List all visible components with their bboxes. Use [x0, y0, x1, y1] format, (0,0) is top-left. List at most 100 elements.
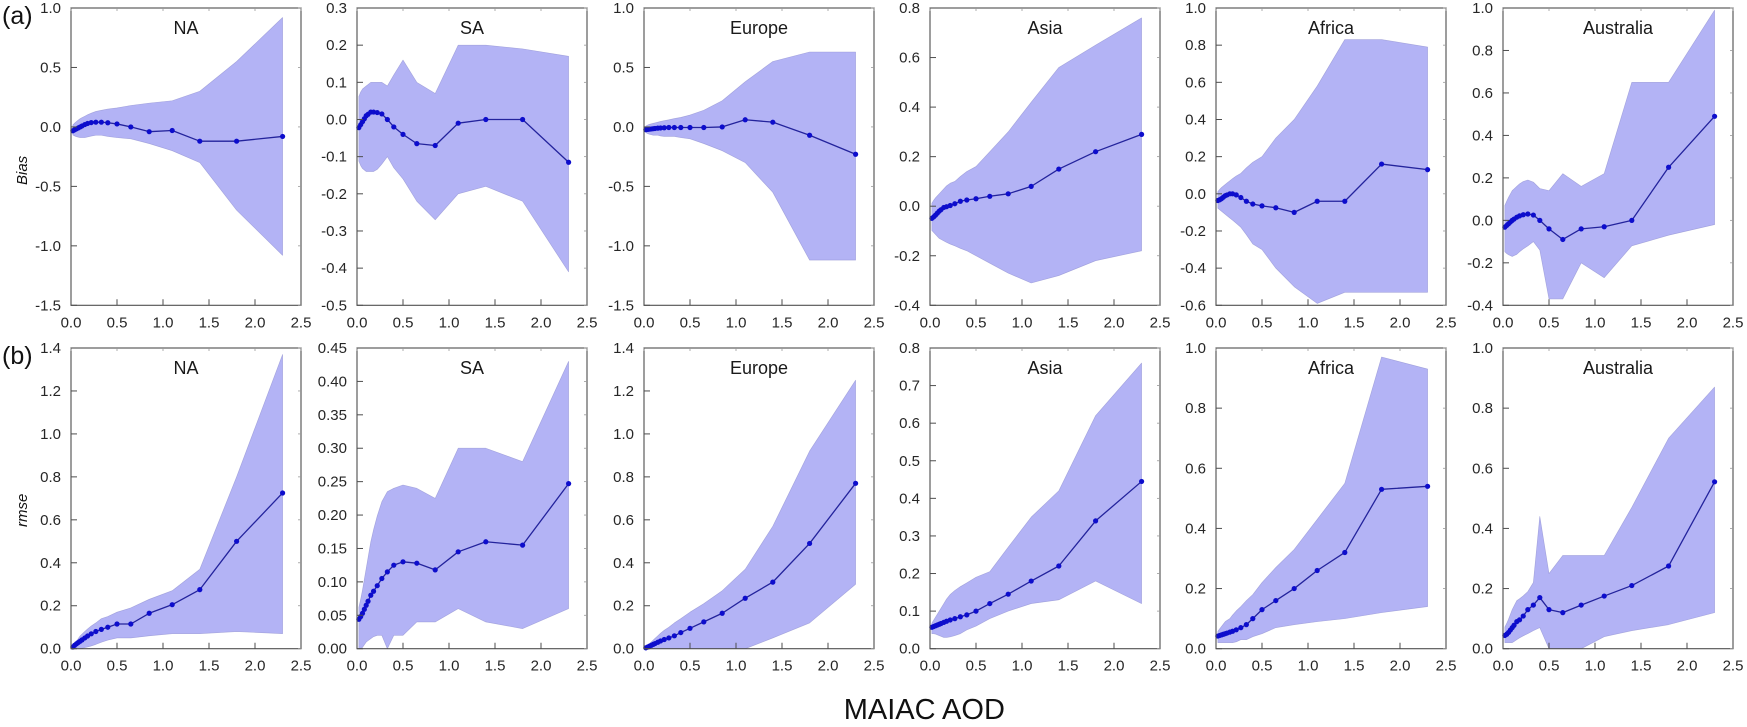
svg-text:1.0: 1.0: [1584, 314, 1605, 331]
svg-text:1.0: 1.0: [1472, 0, 1493, 17]
svg-text:0.2: 0.2: [40, 598, 61, 615]
svg-text:-0.2: -0.2: [321, 186, 347, 203]
svg-text:2.0: 2.0: [1390, 314, 1411, 331]
svg-text:0.2: 0.2: [1185, 149, 1206, 166]
svg-text:1.0: 1.0: [1298, 314, 1319, 331]
svg-text:1.0: 1.0: [40, 426, 61, 443]
svg-text:0.5: 0.5: [107, 314, 128, 331]
svg-text:1.5: 1.5: [485, 314, 506, 331]
svg-text:0.2: 0.2: [899, 149, 920, 166]
svg-text:1.0: 1.0: [1011, 314, 1032, 331]
svg-text:0.7: 0.7: [899, 378, 920, 395]
svg-text:2.5: 2.5: [1436, 314, 1457, 331]
svg-text:-0.6: -0.6: [1180, 297, 1206, 314]
svg-text:-1.0: -1.0: [608, 238, 634, 255]
svg-text:-0.2: -0.2: [1180, 223, 1206, 240]
svg-text:1.0: 1.0: [1011, 658, 1032, 675]
svg-text:1.2: 1.2: [613, 383, 634, 400]
svg-text:0.5: 0.5: [107, 658, 128, 675]
svg-text:0.4: 0.4: [899, 491, 920, 508]
svg-text:Asia: Asia: [1027, 358, 1063, 378]
svg-text:0.8: 0.8: [1185, 400, 1206, 417]
svg-text:2.5: 2.5: [1722, 314, 1743, 331]
svg-text:-0.5: -0.5: [35, 178, 61, 195]
svg-text:0.0: 0.0: [613, 119, 634, 136]
svg-text:0.5: 0.5: [40, 59, 61, 76]
svg-text:0.0: 0.0: [1492, 314, 1513, 331]
svg-text:0.0: 0.0: [1206, 658, 1227, 675]
svg-text:1.5: 1.5: [1630, 314, 1651, 331]
svg-text:2.5: 2.5: [577, 658, 598, 675]
svg-text:0.0: 0.0: [1472, 641, 1493, 658]
svg-text:0.10: 0.10: [318, 574, 347, 591]
svg-text:0.2: 0.2: [899, 566, 920, 583]
svg-text:0.0: 0.0: [633, 658, 654, 675]
svg-text:-0.5: -0.5: [608, 178, 634, 195]
svg-text:2.0: 2.0: [531, 314, 552, 331]
svg-text:0.6: 0.6: [40, 512, 61, 529]
svg-text:1.5: 1.5: [1344, 658, 1365, 675]
svg-text:2.5: 2.5: [863, 314, 884, 331]
svg-text:1.4: 1.4: [613, 340, 634, 357]
svg-text:0.0: 0.0: [40, 119, 61, 136]
svg-text:0.30: 0.30: [318, 441, 347, 458]
svg-text:0.5: 0.5: [1252, 314, 1273, 331]
svg-text:0.0: 0.0: [61, 314, 82, 331]
svg-text:1.0: 1.0: [439, 314, 460, 331]
svg-text:2.5: 2.5: [863, 658, 884, 675]
svg-text:0.2: 0.2: [1185, 581, 1206, 598]
svg-text:0.45: 0.45: [318, 340, 347, 357]
svg-text:0.0: 0.0: [1185, 641, 1206, 658]
svg-text:2.5: 2.5: [1149, 314, 1170, 331]
svg-text:1.0: 1.0: [613, 0, 634, 17]
svg-text:0.4: 0.4: [1185, 111, 1206, 128]
svg-text:2.0: 2.0: [1103, 658, 1124, 675]
svg-text:0.0: 0.0: [1472, 212, 1493, 229]
svg-text:0.8: 0.8: [1472, 42, 1493, 59]
svg-text:2.0: 2.0: [1676, 314, 1697, 331]
svg-text:0.5: 0.5: [1538, 314, 1559, 331]
svg-text:2.0: 2.0: [245, 658, 266, 675]
svg-text:Europe: Europe: [730, 18, 788, 38]
svg-text:0.1: 0.1: [899, 603, 920, 620]
svg-text:0.6: 0.6: [613, 512, 634, 529]
svg-text:0.1: 0.1: [326, 74, 347, 91]
svg-text:Asia: Asia: [1027, 18, 1063, 38]
svg-text:2.5: 2.5: [577, 314, 598, 331]
svg-text:2.0: 2.0: [817, 658, 838, 675]
svg-text:1.4: 1.4: [40, 340, 61, 357]
svg-text:Australia: Australia: [1582, 358, 1653, 378]
svg-text:NA: NA: [173, 358, 198, 378]
svg-text:2.0: 2.0: [817, 314, 838, 331]
svg-text:0.5: 0.5: [965, 314, 986, 331]
svg-text:0.20: 0.20: [318, 507, 347, 524]
svg-text:0.0: 0.0: [899, 198, 920, 215]
svg-text:-1.5: -1.5: [35, 297, 61, 314]
svg-text:0.0: 0.0: [899, 641, 920, 658]
svg-text:0.0: 0.0: [919, 658, 940, 675]
svg-text:0.0: 0.0: [633, 314, 654, 331]
svg-text:0.40: 0.40: [318, 374, 347, 391]
svg-text:0.6: 0.6: [1185, 461, 1206, 478]
svg-text:1.5: 1.5: [1344, 314, 1365, 331]
svg-text:-0.3: -0.3: [321, 223, 347, 240]
svg-text:0.4: 0.4: [899, 99, 920, 116]
svg-text:0.5: 0.5: [965, 658, 986, 675]
svg-text:0.8: 0.8: [40, 469, 61, 486]
svg-text:0.6: 0.6: [1185, 74, 1206, 91]
svg-text:-1.5: -1.5: [608, 297, 634, 314]
svg-text:0.8: 0.8: [1472, 400, 1493, 417]
svg-text:-0.5: -0.5: [321, 297, 347, 314]
svg-text:1.5: 1.5: [199, 658, 220, 675]
svg-text:1.0: 1.0: [725, 658, 746, 675]
svg-text:0.0: 0.0: [61, 658, 82, 675]
svg-text:0.5: 0.5: [613, 59, 634, 76]
svg-text:0.8: 0.8: [613, 469, 634, 486]
svg-text:1.0: 1.0: [40, 0, 61, 17]
svg-text:1.0: 1.0: [613, 426, 634, 443]
svg-text:0.0: 0.0: [1492, 658, 1513, 675]
svg-text:0.4: 0.4: [40, 555, 61, 572]
svg-text:1.0: 1.0: [1185, 340, 1206, 357]
svg-text:1.0: 1.0: [725, 314, 746, 331]
svg-text:0.0: 0.0: [919, 314, 940, 331]
